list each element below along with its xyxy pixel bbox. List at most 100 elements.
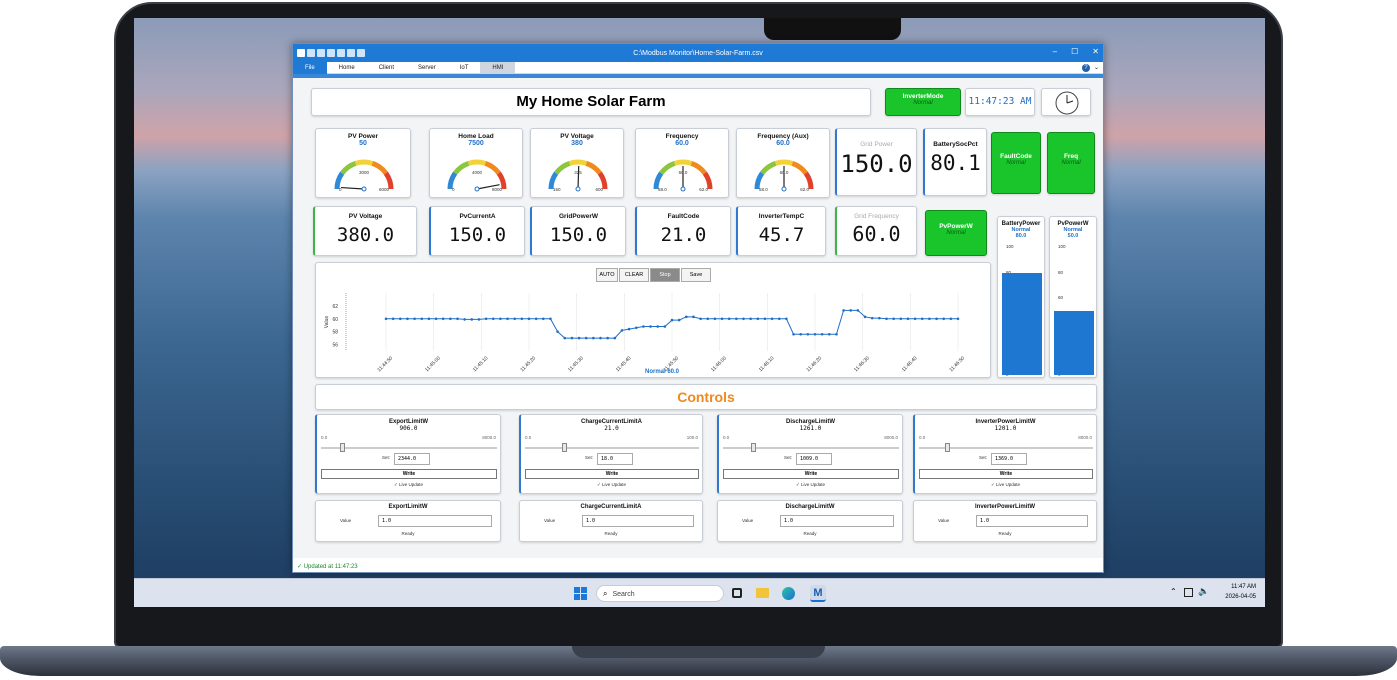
value-entry-label: InverterPowerLimitW (974, 504, 1035, 510)
gauge-dial: 58.0 60.0 62.0 (754, 159, 814, 192)
app-logo-icon[interactable] (297, 49, 305, 57)
connect-icon[interactable] (317, 49, 325, 57)
slider-track[interactable] (525, 447, 699, 449)
save-icon[interactable] (307, 49, 315, 57)
gauge-label: Home Load (458, 133, 494, 140)
gauge-card: PV Voltage 380 150 325 600 (530, 128, 624, 198)
taskbar-time[interactable]: 11:47 AM (1231, 584, 1256, 590)
gauge-arc-segment (754, 171, 765, 190)
maximize-icon[interactable]: ☐ (1071, 47, 1079, 56)
tab-client[interactable]: Client (378, 64, 395, 71)
open-icon[interactable] (327, 49, 335, 57)
file-explorer-icon[interactable] (756, 588, 769, 598)
data-point (477, 318, 481, 321)
control-panel: ChargeCurrentLimitA 21.0 0.0 100.0 Set: 18.0 W… (519, 414, 703, 494)
slider-track[interactable] (723, 447, 899, 449)
taskbar: ⌕ Search M ⌃ 🔈 11:47 AM 2026-04-05 (134, 578, 1265, 607)
gauge-mid-label: 4000 (472, 170, 483, 175)
camera-notch (764, 18, 901, 40)
tray-chevron-icon[interactable]: ⌃ (1170, 587, 1177, 596)
battery-soc-card: BatterySocPct 80.1 (923, 128, 987, 196)
start-button[interactable] (574, 587, 587, 600)
value-entry-input[interactable]: 1.0 (582, 515, 694, 527)
value-entry-input[interactable]: 1.0 (976, 515, 1088, 527)
data-point (506, 317, 509, 321)
set-label: Set: (585, 455, 594, 460)
clear-button[interactable]: CLEAR (619, 268, 649, 282)
tab-server[interactable]: Server (418, 64, 436, 71)
gauge-max-label: 62.0 (800, 187, 809, 192)
data-point (706, 317, 710, 321)
dashboard-title-card: My Home Solar Farm (311, 88, 871, 116)
export-icon[interactable] (357, 49, 365, 57)
gauge-mid-label: 60.0 (679, 170, 688, 175)
save-chart-button[interactable]: Save (681, 268, 711, 282)
slider-thumb[interactable] (561, 443, 567, 452)
data-point (835, 332, 838, 336)
slider-track[interactable] (919, 447, 1093, 449)
bar-meter-status: Normal (1011, 227, 1031, 233)
taskbar-search[interactable]: ⌕ Search (596, 585, 724, 602)
gauge-arc-segment (585, 160, 602, 175)
search-icon: ⌕ (603, 589, 608, 598)
data-point (920, 317, 924, 321)
bar-meter-tick: 100 (1006, 244, 1014, 249)
value-entry-input[interactable]: 1.0 (378, 515, 492, 527)
write-button[interactable]: Write (919, 469, 1093, 479)
chevron-down-icon[interactable]: ⌄ (1093, 64, 1099, 71)
data-point (584, 336, 588, 340)
print-icon[interactable] (347, 49, 355, 57)
minimize-icon[interactable]: – (1052, 47, 1058, 56)
gauge-dial: 150 325 600 (548, 159, 608, 192)
gauge-arc-segment (334, 171, 345, 190)
slider-thumb[interactable] (751, 443, 757, 452)
network-icon[interactable] (1184, 588, 1193, 597)
taskbar-date[interactable]: 2026-04-05 (1225, 594, 1256, 600)
edge-browser-icon[interactable] (782, 587, 795, 600)
stop-button[interactable]: Stop (650, 268, 680, 282)
modbus-monitor-taskbar-icon[interactable]: M (810, 585, 826, 602)
task-view-icon[interactable] (732, 588, 742, 598)
slider-thumb[interactable] (945, 443, 951, 452)
slider-track[interactable] (321, 447, 497, 449)
gauge-needle (476, 184, 500, 190)
numeric-display-value: 150.0 (549, 224, 608, 246)
set-value-input[interactable]: 2344.0 (394, 453, 430, 465)
fault-code-indicator-label: FaultCode (1000, 153, 1032, 160)
volume-icon[interactable]: 🔈 (1198, 586, 1210, 596)
tab-file[interactable]: File (293, 61, 327, 74)
set-label: Set: (979, 455, 988, 460)
numeric-display-value: 21.0 (660, 224, 707, 246)
set-value-input[interactable]: 1369.0 (991, 453, 1027, 465)
numeric-display-label: FaultCode (667, 213, 700, 220)
data-point (735, 317, 738, 321)
controls-header: Controls (315, 384, 1097, 410)
data-point (413, 317, 416, 321)
write-button[interactable]: Write (321, 469, 497, 479)
auto-button[interactable]: AUTO (596, 268, 618, 282)
write-button[interactable]: Write (525, 469, 699, 479)
bar-meter-tick: 100 (1058, 244, 1066, 249)
data-point (799, 332, 802, 336)
write-button[interactable]: Write (723, 469, 899, 479)
grid-frequency-value: 60.0 (852, 222, 901, 246)
grid-icon[interactable] (337, 49, 345, 57)
data-point (749, 317, 752, 321)
live-update-checkbox[interactable]: ✓ Live Update (990, 482, 1021, 487)
set-value-input[interactable]: 1009.0 (796, 453, 832, 465)
ribbon-accent-bar (293, 74, 1103, 78)
slider-thumb[interactable] (340, 443, 346, 452)
set-value-input[interactable]: 18.0 (597, 453, 633, 465)
value-entry-input[interactable]: 1.0 (780, 515, 894, 527)
gauge-arc-segment (548, 171, 559, 190)
tab-hmi[interactable]: HMI (480, 61, 516, 74)
tab-iot[interactable]: IoT (459, 64, 469, 71)
live-update-checkbox[interactable]: ✓ Live Update (393, 482, 424, 487)
tab-home[interactable]: Home (338, 64, 355, 71)
close-icon[interactable]: ✕ (1092, 47, 1099, 56)
live-update-checkbox[interactable]: ✓ Live Update (795, 482, 826, 487)
help-icon[interactable]: ? (1081, 63, 1090, 72)
gauge-hub (361, 186, 367, 192)
live-update-checkbox[interactable]: ✓ Live Update (596, 482, 627, 487)
gauge-card: Home Load 7500 0 4000 8000 (429, 128, 523, 198)
